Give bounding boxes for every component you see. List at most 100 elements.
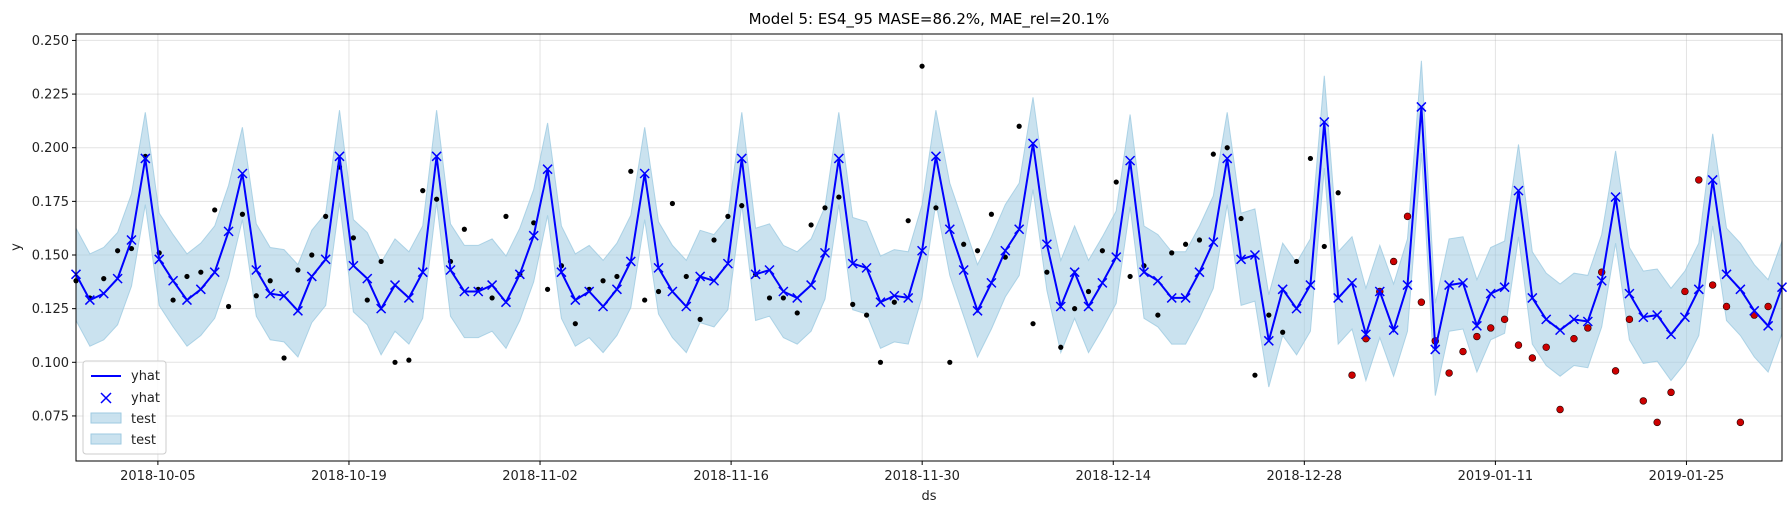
yhat-marker xyxy=(1555,325,1566,336)
yhat-marker xyxy=(292,305,303,316)
test-point xyxy=(1611,367,1620,375)
test-point xyxy=(1459,347,1467,356)
yhat-marker xyxy=(1471,320,1482,331)
yhat-marker xyxy=(1499,282,1510,293)
actual-point xyxy=(461,226,467,232)
yhat-marker xyxy=(1055,301,1066,312)
test-point xyxy=(1708,281,1717,289)
yhat-marker xyxy=(223,226,234,237)
actual-point xyxy=(711,237,717,243)
x-tick-label: 2019-01-11 xyxy=(1458,469,1534,484)
yhat-marker xyxy=(750,269,761,280)
yhat-marker xyxy=(1360,329,1371,340)
actual-point xyxy=(725,213,731,219)
actual-point xyxy=(642,297,648,303)
yhat-marker xyxy=(1014,224,1025,235)
test-point xyxy=(1528,354,1537,362)
yhat-marker xyxy=(1527,292,1538,303)
actual-point xyxy=(323,213,329,219)
yhat-marker xyxy=(1541,314,1552,325)
yhat-marker xyxy=(570,295,581,306)
yhat-marker xyxy=(653,262,664,273)
yhat-marker xyxy=(944,224,955,235)
test-point xyxy=(1500,315,1509,324)
legend-yhat-marker-swatch xyxy=(100,392,112,404)
yhat-marker xyxy=(1083,301,1094,312)
yhat-marker xyxy=(1263,335,1274,346)
yhat-marker xyxy=(1763,320,1774,331)
yhat-marker xyxy=(986,277,997,288)
test-point xyxy=(1681,287,1689,296)
test-point xyxy=(1736,418,1745,427)
actual-point xyxy=(350,235,356,241)
yhat-marker xyxy=(195,284,206,295)
actual-point xyxy=(794,310,800,316)
yhat-marker xyxy=(1749,305,1760,316)
actual-point xyxy=(974,248,981,254)
yhat-marker xyxy=(514,269,525,280)
yhat-marker xyxy=(1638,312,1649,323)
actual-point xyxy=(697,316,703,322)
actual-point xyxy=(808,222,814,228)
x-tick-label: 2019-01-25 xyxy=(1649,469,1725,484)
yhat-marker xyxy=(181,295,192,306)
actual-point xyxy=(1072,306,1078,312)
actual-point xyxy=(683,273,689,280)
yhat-marker xyxy=(584,286,595,297)
chart-title: Model 5: ES4_95 MASE=86.2%, MAE_rel=20.1… xyxy=(749,10,1110,29)
yhat-marker xyxy=(348,260,359,271)
actual-point xyxy=(115,248,121,254)
yhat-marker xyxy=(1374,286,1385,297)
yhat-marker xyxy=(1721,269,1732,280)
test-points xyxy=(1348,176,1772,427)
yhat-marker xyxy=(833,153,844,164)
y-tick-label: 0.175 xyxy=(32,195,69,210)
yhat-marker xyxy=(1596,275,1607,286)
actual-point xyxy=(1099,248,1105,254)
yhat-marker xyxy=(792,292,803,303)
actual-point xyxy=(531,220,537,226)
test-point xyxy=(1514,341,1523,349)
test-point xyxy=(1722,302,1731,311)
yhat-marker xyxy=(695,271,706,282)
actual-point xyxy=(1058,344,1064,350)
actual-point xyxy=(225,303,232,310)
test-point xyxy=(1542,343,1550,351)
legend-test-band-swatch-1 xyxy=(90,412,122,424)
yhat-marker xyxy=(265,288,276,299)
yhat-marker xyxy=(806,280,817,291)
yhat-marker xyxy=(459,286,470,297)
yhat-marker xyxy=(1652,310,1663,321)
actual-point xyxy=(905,218,911,224)
actual-point xyxy=(919,63,925,69)
yhat-marker xyxy=(1388,325,1399,336)
actual-point xyxy=(780,295,786,301)
actual-point xyxy=(933,205,939,211)
yhat-marker xyxy=(473,286,484,297)
yhat-marker xyxy=(1610,192,1621,203)
actual-point xyxy=(863,312,870,318)
actual-point xyxy=(364,297,370,303)
yhat-marker xyxy=(819,247,831,258)
test-point xyxy=(1584,324,1592,332)
yhat-marker xyxy=(389,280,401,291)
actual-point xyxy=(170,297,176,303)
yhat-marker xyxy=(168,275,179,286)
yhat-marker xyxy=(1097,277,1108,288)
yhat-marker xyxy=(611,284,622,295)
x-tick-label: 2018-10-19 xyxy=(311,469,387,484)
actual-point xyxy=(420,188,426,194)
yhat-marker xyxy=(487,280,498,291)
yhat-marker xyxy=(431,151,442,162)
legend-label-yhat-marker: yhat xyxy=(131,391,160,406)
yhat-marker xyxy=(917,245,928,256)
yhat-marker xyxy=(112,273,123,284)
yhat-marker xyxy=(639,168,650,179)
actual-point xyxy=(1293,258,1300,265)
yhat-marker xyxy=(209,267,220,278)
actual-point xyxy=(822,205,828,211)
yhat-marker xyxy=(306,271,317,282)
legend-label-test-band-1: test xyxy=(131,412,156,427)
y-tick-label: 0.075 xyxy=(32,409,69,424)
actual-point xyxy=(891,299,897,305)
